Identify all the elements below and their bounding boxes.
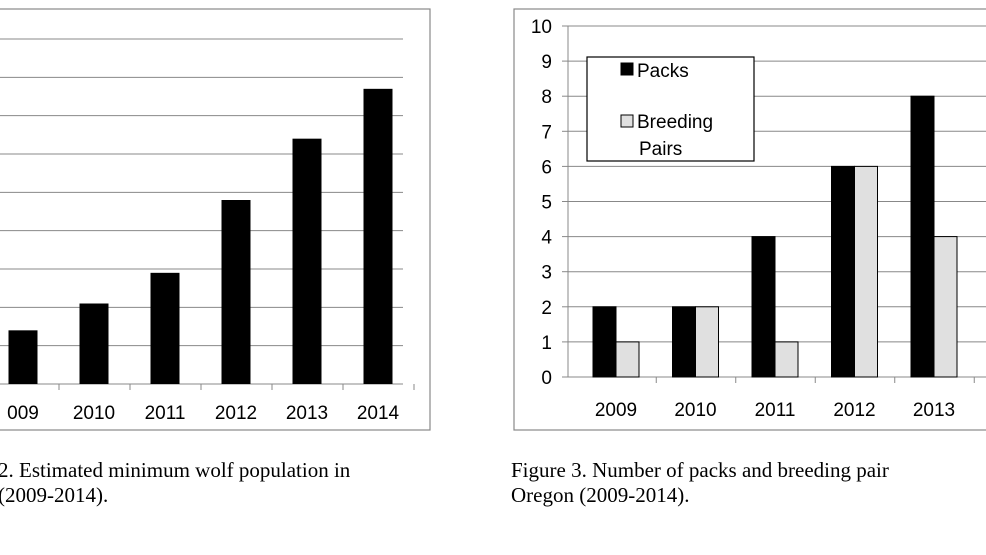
figure-3-caption-line-1: Figure 3. Number of packs and breeding p… bbox=[511, 458, 889, 482]
y-tick-label: 9 bbox=[541, 52, 552, 73]
x-tick-label: 2013 bbox=[913, 400, 955, 421]
legend-label-breeding-pairs-line-1: Breeding bbox=[637, 112, 713, 133]
x-tick-label: 009 bbox=[7, 403, 39, 424]
x-tick-label: 2012 bbox=[833, 400, 875, 421]
x-tick-label: 2013 bbox=[286, 403, 328, 424]
x-tick-label: 2011 bbox=[145, 403, 186, 424]
legend-label-breeding-pairs-line-2: Pairs bbox=[639, 139, 682, 160]
y-tick-label: 1 bbox=[541, 333, 552, 354]
x-tick-label: 2010 bbox=[73, 403, 115, 424]
y-tick-label: 0 bbox=[541, 368, 552, 389]
y-tick-label: 7 bbox=[541, 122, 552, 143]
packs-breeding-pairs-chart: 0 1 2 3 4 5 6 7 8 9 10 2009 2010 2011 2012 2013 Packs Bre… bbox=[513, 8, 986, 431]
figure-3-caption-line-2: Oregon (2009-2014). bbox=[511, 483, 690, 507]
bar-2012 bbox=[221, 200, 251, 384]
bar-breeding-pairs-2013 bbox=[933, 236, 958, 378]
bar-packs-2009 bbox=[592, 306, 617, 378]
y-tick-label: 5 bbox=[541, 193, 552, 214]
x-tick-label: 2012 bbox=[215, 403, 257, 424]
x-tick-label: 2011 bbox=[755, 400, 796, 421]
chart-frame bbox=[0, 8, 431, 431]
bar-breeding-pairs-2009 bbox=[615, 341, 640, 378]
legend-swatch-packs bbox=[620, 62, 634, 76]
bar-packs-2012 bbox=[831, 165, 855, 378]
bar-2010 bbox=[79, 303, 109, 384]
bar-packs-2011 bbox=[751, 236, 776, 378]
bar-packs-2013 bbox=[910, 95, 935, 378]
x-tick-label: 2014 bbox=[357, 403, 400, 424]
chart-frame bbox=[513, 8, 986, 431]
bar-breeding-pairs-2010 bbox=[695, 306, 719, 378]
figure-2-caption: 2. Estimated minimum wolf population in … bbox=[0, 458, 350, 508]
bar-breeding-pairs-2012 bbox=[854, 165, 878, 378]
wolf-population-chart: 009 2010 2011 2012 2013 2014 bbox=[0, 8, 431, 431]
bar-2013 bbox=[292, 138, 322, 384]
legend-swatch-breeding-pairs bbox=[620, 114, 634, 128]
bar-2011 bbox=[150, 272, 180, 384]
y-tick-label: 8 bbox=[541, 87, 552, 108]
y-tick-label: 4 bbox=[541, 228, 552, 249]
figure-2-caption-line-2: (2009-2014). bbox=[0, 483, 109, 507]
legend: Packs Breeding Pairs bbox=[586, 56, 755, 162]
legend-box bbox=[586, 56, 755, 162]
bar-breeding-pairs-2011 bbox=[774, 341, 799, 378]
figure-2-caption-line-1: 2. Estimated minimum wolf population in bbox=[0, 458, 351, 482]
bar-2009 bbox=[8, 330, 38, 384]
x-tick-label: 2009 bbox=[595, 400, 637, 421]
y-tick-label: 2 bbox=[541, 298, 552, 319]
x-tick-label: 2010 bbox=[674, 400, 716, 421]
y-tick-label: 3 bbox=[541, 263, 552, 284]
y-tick-label: 6 bbox=[541, 157, 552, 178]
bar-packs-2010 bbox=[672, 306, 696, 378]
bar-2014 bbox=[363, 88, 393, 384]
y-tick-label: 10 bbox=[531, 17, 552, 38]
legend-label-packs: Packs bbox=[637, 61, 689, 82]
figure-3-caption: Figure 3. Number of packs and breeding p… bbox=[511, 458, 889, 508]
